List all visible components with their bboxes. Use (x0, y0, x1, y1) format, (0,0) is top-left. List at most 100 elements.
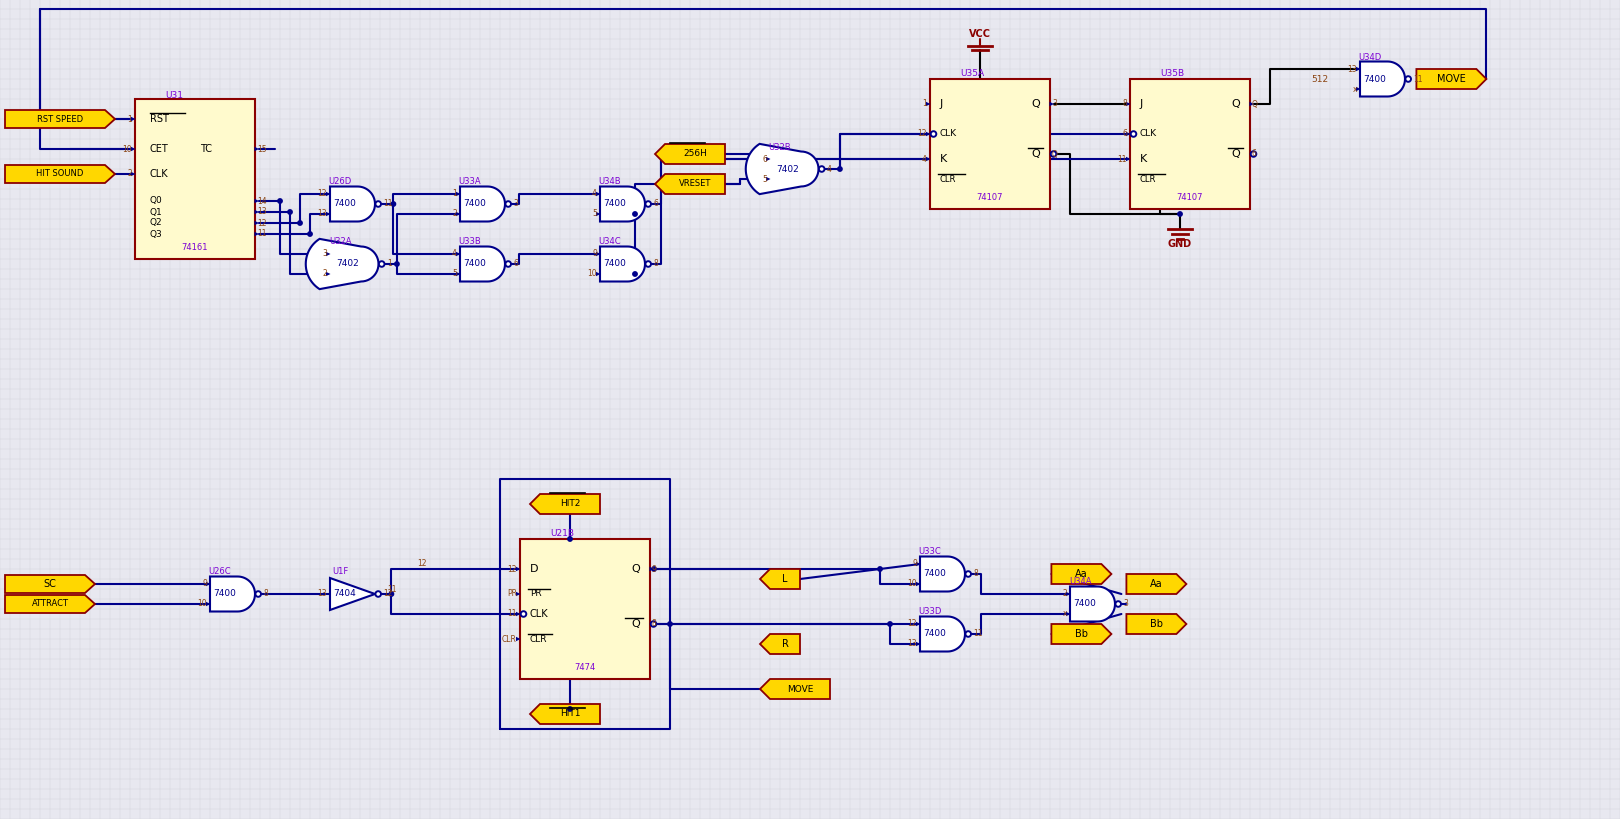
Polygon shape (915, 581, 920, 586)
Text: Q: Q (1051, 150, 1058, 159)
Circle shape (298, 221, 303, 225)
Circle shape (308, 232, 313, 236)
Text: 7400: 7400 (463, 260, 486, 269)
Polygon shape (927, 132, 930, 136)
Bar (134, 99, 254, 259)
Polygon shape (254, 221, 259, 225)
Polygon shape (596, 272, 601, 276)
Circle shape (1178, 212, 1183, 216)
Text: 11: 11 (384, 200, 394, 209)
Text: U1F: U1F (332, 568, 348, 577)
Polygon shape (760, 569, 800, 589)
Text: U32B: U32B (768, 143, 791, 152)
Text: 13: 13 (318, 590, 327, 599)
Polygon shape (596, 251, 601, 256)
Text: 11: 11 (974, 630, 983, 639)
Text: Q: Q (1231, 99, 1239, 109)
Text: 6: 6 (1123, 129, 1128, 138)
Circle shape (505, 261, 510, 267)
Text: 4: 4 (593, 189, 598, 198)
Polygon shape (517, 612, 520, 616)
Circle shape (567, 536, 572, 541)
Polygon shape (1066, 612, 1071, 616)
Text: 74107: 74107 (977, 192, 1003, 201)
Text: 3: 3 (322, 250, 327, 259)
Text: D: D (530, 564, 538, 574)
Polygon shape (1069, 586, 1115, 622)
Polygon shape (326, 251, 330, 256)
Text: CLK: CLK (530, 609, 549, 619)
Text: 9: 9 (651, 564, 656, 573)
Polygon shape (460, 187, 505, 221)
Circle shape (567, 707, 572, 711)
Circle shape (277, 199, 282, 203)
Circle shape (390, 201, 395, 206)
Text: U26D: U26D (329, 178, 352, 187)
Polygon shape (596, 212, 601, 216)
Circle shape (633, 212, 637, 216)
Text: PR: PR (530, 590, 541, 599)
Polygon shape (5, 165, 115, 183)
Text: VCC: VCC (969, 29, 991, 39)
Text: 3: 3 (1051, 99, 1056, 108)
Text: 13: 13 (907, 640, 917, 649)
Polygon shape (131, 147, 136, 152)
Text: 10: 10 (907, 580, 917, 589)
Circle shape (1051, 152, 1056, 156)
Text: 10: 10 (198, 600, 207, 609)
Polygon shape (460, 247, 505, 282)
Text: 2: 2 (452, 210, 457, 219)
Circle shape (651, 621, 656, 627)
Text: 9: 9 (202, 580, 207, 589)
Text: x: x (1353, 84, 1358, 93)
Polygon shape (455, 192, 460, 197)
Text: CLR: CLR (1140, 174, 1157, 183)
Text: 512: 512 (1312, 75, 1328, 84)
Text: U35B: U35B (1160, 70, 1184, 79)
Text: 12: 12 (907, 619, 917, 628)
Text: CLK: CLK (151, 169, 168, 179)
Bar (520, 539, 650, 679)
Polygon shape (1249, 102, 1254, 106)
Polygon shape (1126, 574, 1186, 594)
Text: 8: 8 (974, 569, 978, 578)
Text: 7400: 7400 (923, 630, 946, 639)
Polygon shape (1051, 624, 1111, 644)
Polygon shape (915, 622, 920, 627)
Circle shape (1131, 131, 1136, 137)
Polygon shape (517, 567, 520, 571)
Polygon shape (920, 556, 966, 591)
Polygon shape (5, 595, 96, 613)
Polygon shape (1126, 614, 1186, 634)
Text: U21B: U21B (551, 530, 573, 539)
Text: CLR: CLR (940, 174, 956, 183)
Bar (1131, 79, 1251, 209)
Polygon shape (211, 577, 254, 612)
Polygon shape (599, 247, 645, 282)
Text: 12: 12 (318, 189, 327, 198)
Text: 7400: 7400 (923, 569, 946, 578)
Text: 74107: 74107 (1176, 192, 1204, 201)
Circle shape (931, 131, 936, 137)
Text: U33B: U33B (458, 238, 481, 247)
Polygon shape (254, 210, 259, 215)
Text: Bb: Bb (1076, 629, 1089, 639)
Text: 1: 1 (452, 189, 457, 198)
Text: K: K (940, 154, 948, 164)
Text: 7404: 7404 (334, 590, 356, 599)
Text: HIT SOUND: HIT SOUND (36, 170, 84, 179)
Polygon shape (1050, 102, 1055, 106)
Text: CLK: CLK (940, 129, 957, 138)
Text: 10: 10 (123, 144, 131, 153)
Polygon shape (1126, 102, 1131, 106)
Text: 7400: 7400 (463, 200, 486, 209)
Text: 5: 5 (761, 174, 766, 183)
Text: Q1: Q1 (151, 207, 162, 216)
Polygon shape (5, 575, 96, 593)
Text: 8: 8 (264, 590, 269, 599)
Polygon shape (745, 144, 818, 194)
Polygon shape (206, 581, 211, 586)
Text: 11: 11 (387, 585, 397, 594)
Text: CLR: CLR (530, 635, 548, 644)
Text: 4: 4 (826, 165, 831, 174)
